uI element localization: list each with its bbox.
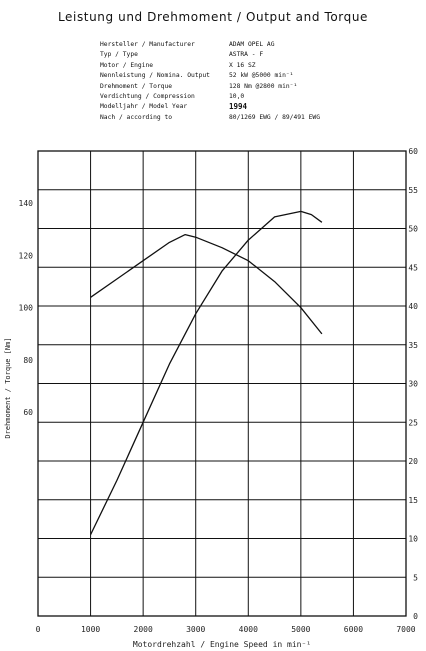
spec-label: Motor / Engine xyxy=(100,61,154,69)
spec-value: 1994 xyxy=(229,102,248,112)
x-tick-label: 3000 xyxy=(186,625,205,634)
y-right-tick-label: 55 xyxy=(408,186,418,195)
y-right-tick-label: 25 xyxy=(408,418,418,427)
spec-label: Drehmoment / Torque xyxy=(100,82,173,90)
spec-row: Typ / Type ASTRA - F xyxy=(100,50,320,60)
plot-border xyxy=(37,150,407,617)
y-right-tick-label: 20 xyxy=(408,457,418,466)
spec-value: 128 Nm @2800 min⁻¹ xyxy=(229,82,298,90)
spec-label: Verdichtung / Compression xyxy=(100,93,195,101)
y-right-tick-label: 15 xyxy=(408,496,418,505)
x-tick-label: 0 xyxy=(36,625,41,634)
y-right-tick-label: 5 xyxy=(413,573,418,582)
spec-row: Motor / Engine X 16 SZ xyxy=(100,61,320,71)
power-curve xyxy=(90,210,323,535)
y-right-tick-label: 60 xyxy=(408,147,418,156)
x-tick-label: 7000 xyxy=(396,625,415,634)
y-left-tick-label: 120 xyxy=(19,251,34,260)
spec-table: Hersteller / Manufacturer ADAM OPEL AG Typ… xyxy=(100,40,320,123)
y-left-tick-label: 60 xyxy=(23,408,33,417)
y-left-tick-label: 100 xyxy=(19,304,34,313)
spec-label: Typ / Type xyxy=(100,51,138,59)
x-tick-label: 5000 xyxy=(291,625,310,634)
y-right-tick-label: 35 xyxy=(408,341,418,350)
x-tick-label: 6000 xyxy=(344,625,363,634)
spec-label: Modelljahr / Model Year xyxy=(100,103,188,111)
x-tick-label: 1000 xyxy=(81,625,100,634)
grid-lines xyxy=(37,150,407,617)
y-right-tick-label: 10 xyxy=(408,535,418,544)
chart-title: Leistung und Drehmoment / Output and Tor… xyxy=(57,10,369,24)
y-right-tick-label: 40 xyxy=(408,302,418,311)
y-axis-label-left: Drehmoment / Torque [Nm] xyxy=(4,337,12,438)
spec-value: 80/1269 EWG / 89/491 EWG xyxy=(229,113,320,121)
spec-value: 10,0 xyxy=(229,93,245,101)
spec-label: Hersteller / Manufacturer xyxy=(100,41,195,48)
spec-row: Drehmoment / Torque 128 Nm @2800 min⁻¹ xyxy=(100,82,320,92)
torque-curve xyxy=(90,233,323,335)
spec-row: Nach / according to 80/1269 EWG / 89/491 … xyxy=(100,113,320,123)
spec-label: Nennleistung / Nomina. Output xyxy=(100,72,210,80)
y-left-tick-label: 140 xyxy=(19,199,34,208)
spec-row: Verdichtung / Compression 10,0 xyxy=(100,92,320,102)
series-lines xyxy=(90,210,323,535)
y-right-tick-label: 45 xyxy=(408,263,418,272)
spec-row: Modelljahr / Model Year 1994 xyxy=(100,102,320,112)
y-right-tick-label: 0 xyxy=(413,612,418,621)
y-right-tick-label: 50 xyxy=(408,225,418,234)
spec-value: 52 kW @5000 min⁻¹ xyxy=(229,72,294,80)
spec-label: Nach / according to xyxy=(100,113,173,121)
x-tick-label: 4000 xyxy=(239,625,258,634)
y-left-tick-label: 80 xyxy=(23,356,33,365)
spec-value: ASTRA - F xyxy=(229,51,264,59)
plot-frame xyxy=(37,150,407,617)
y-right-tick-label: 30 xyxy=(408,380,418,389)
spec-row: Hersteller / Manufacturer ADAM OPEL AG xyxy=(100,40,320,50)
spec-value: X 16 SZ xyxy=(229,61,256,69)
spec-row: Nennleistung / Nomina. Output 52 kW @5000… xyxy=(100,71,320,81)
x-axis-label: Motordrehzahl / Engine Speed in min⁻¹ xyxy=(133,640,311,649)
spec-value: ADAM OPEL AG xyxy=(229,41,275,48)
x-tick-label: 2000 xyxy=(134,625,153,634)
tick-labels: 0 1000 2000 3000 4000 5000 6000 7000 0 5 10 15 20 25 3… xyxy=(19,147,419,634)
